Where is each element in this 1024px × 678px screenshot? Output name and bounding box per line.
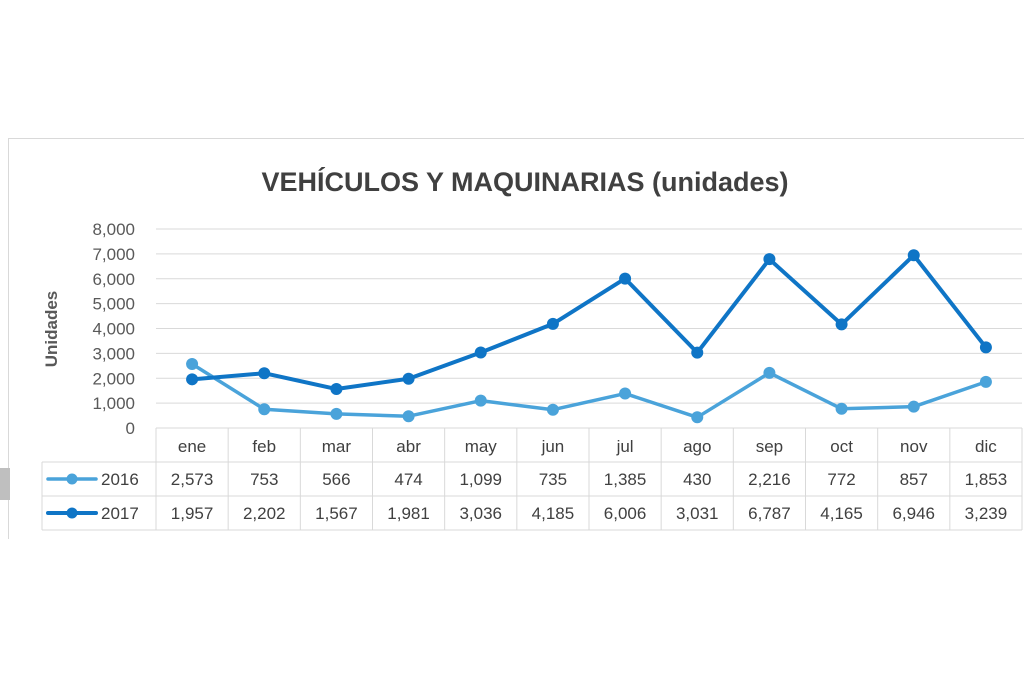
data-table-value: 4,165	[820, 504, 863, 523]
data-table-value: 1,853	[965, 470, 1008, 489]
data-point-2016	[474, 394, 487, 407]
data-point-2017	[258, 367, 271, 380]
x-tick-label: dic	[975, 437, 997, 456]
x-tick-label: ago	[683, 437, 711, 456]
y-tick-label: 0	[126, 419, 135, 438]
data-point-2017	[979, 341, 992, 354]
data-table-value: 3,031	[676, 504, 719, 523]
y-axis-label: Unidades	[42, 291, 61, 368]
data-table-value: 2,202	[243, 504, 286, 523]
x-tick-label: feb	[252, 437, 276, 456]
data-table-value: 566	[322, 470, 350, 489]
data-table-value: 2,573	[171, 470, 214, 489]
y-tick-label: 6,000	[92, 270, 135, 289]
data-point-2017	[474, 346, 487, 359]
x-tick-label: may	[465, 437, 498, 456]
data-point-2017	[546, 317, 559, 330]
data-table-value: 1,567	[315, 504, 358, 523]
data-point-2016	[546, 403, 559, 416]
series-line-2016	[191, 362, 987, 420]
legend-series-name: 2016	[101, 470, 139, 489]
scroll-handle[interactable]	[0, 468, 10, 500]
chart-frame	[8, 138, 1024, 539]
data-point-2016	[907, 400, 920, 413]
data-point-2016	[979, 375, 992, 388]
data-table-value: 2,216	[748, 470, 791, 489]
data-point-2017	[907, 249, 920, 262]
x-tick-label: sep	[756, 437, 783, 456]
x-tick-label: mar	[322, 437, 352, 456]
data-point-2016	[763, 366, 776, 379]
series-lines	[186, 249, 992, 424]
data-table-value: 6,006	[604, 504, 647, 523]
data-table-value: 735	[539, 470, 567, 489]
y-tick-label: 4,000	[92, 320, 135, 339]
data-point-2016	[835, 402, 848, 415]
data-point-2017	[691, 346, 704, 359]
series-line-2017	[191, 253, 988, 392]
data-table-value: 753	[250, 470, 278, 489]
data-table-value: 1,957	[171, 504, 214, 523]
legend-series-name: 2017	[101, 504, 139, 523]
data-point-2016	[330, 407, 343, 420]
data-table-value: 857	[900, 470, 928, 489]
y-tick-label: 3,000	[92, 344, 135, 363]
data-point-2017	[330, 383, 343, 396]
data-table-value: 772	[827, 470, 855, 489]
x-tick-label: ene	[178, 437, 206, 456]
data-point-2017	[186, 373, 199, 386]
data-table-value: 3,239	[965, 504, 1008, 523]
data-point-2016	[186, 357, 199, 370]
y-tick-label: 2,000	[92, 369, 135, 388]
x-tick-label: abr	[396, 437, 421, 456]
data-point-2017	[763, 253, 776, 266]
x-tick-label: jul	[616, 437, 634, 456]
x-tick-label: jun	[541, 437, 565, 456]
data-point-2017	[619, 272, 632, 285]
chart-title: VEHÍCULOS Y MAQUINARIAS (unidades)	[261, 166, 788, 197]
data-point-2016	[691, 411, 704, 424]
data-point-2017	[835, 318, 848, 331]
data-table-value: 3,036	[459, 504, 502, 523]
y-tick-labels: 0 1,000 2,000 3,000 4,000 5,000 6,000 7,000 8,00…	[92, 220, 135, 438]
y-tick-label: 5,000	[92, 295, 135, 314]
data-point-2017	[402, 372, 415, 385]
gridlines	[156, 228, 1022, 429]
y-tick-label: 7,000	[92, 245, 135, 264]
x-tick-label: nov	[900, 437, 928, 456]
data-table-value: 430	[683, 470, 711, 489]
legend-key-marker	[66, 507, 78, 519]
data-table-value: 474	[394, 470, 422, 489]
data-point-2016	[619, 387, 632, 400]
data-point-2016	[402, 410, 415, 423]
y-tick-label: 8,000	[92, 220, 135, 239]
data-table-value: 1,981	[387, 504, 430, 523]
data-table-value: 6,946	[892, 504, 935, 523]
legend-key-marker	[66, 473, 78, 485]
data-table: ene feb mar abr may jun jul ago sep oct nov dic 2016…	[41, 428, 1023, 531]
data-table-value: 4,185	[532, 504, 575, 523]
data-table-value: 6,787	[748, 504, 791, 523]
data-table-value: 1,385	[604, 470, 647, 489]
data-point-2016	[258, 403, 271, 416]
y-tick-label: 1,000	[92, 394, 135, 413]
x-tick-label: oct	[830, 437, 853, 456]
data-table-value: 1,099	[459, 470, 502, 489]
